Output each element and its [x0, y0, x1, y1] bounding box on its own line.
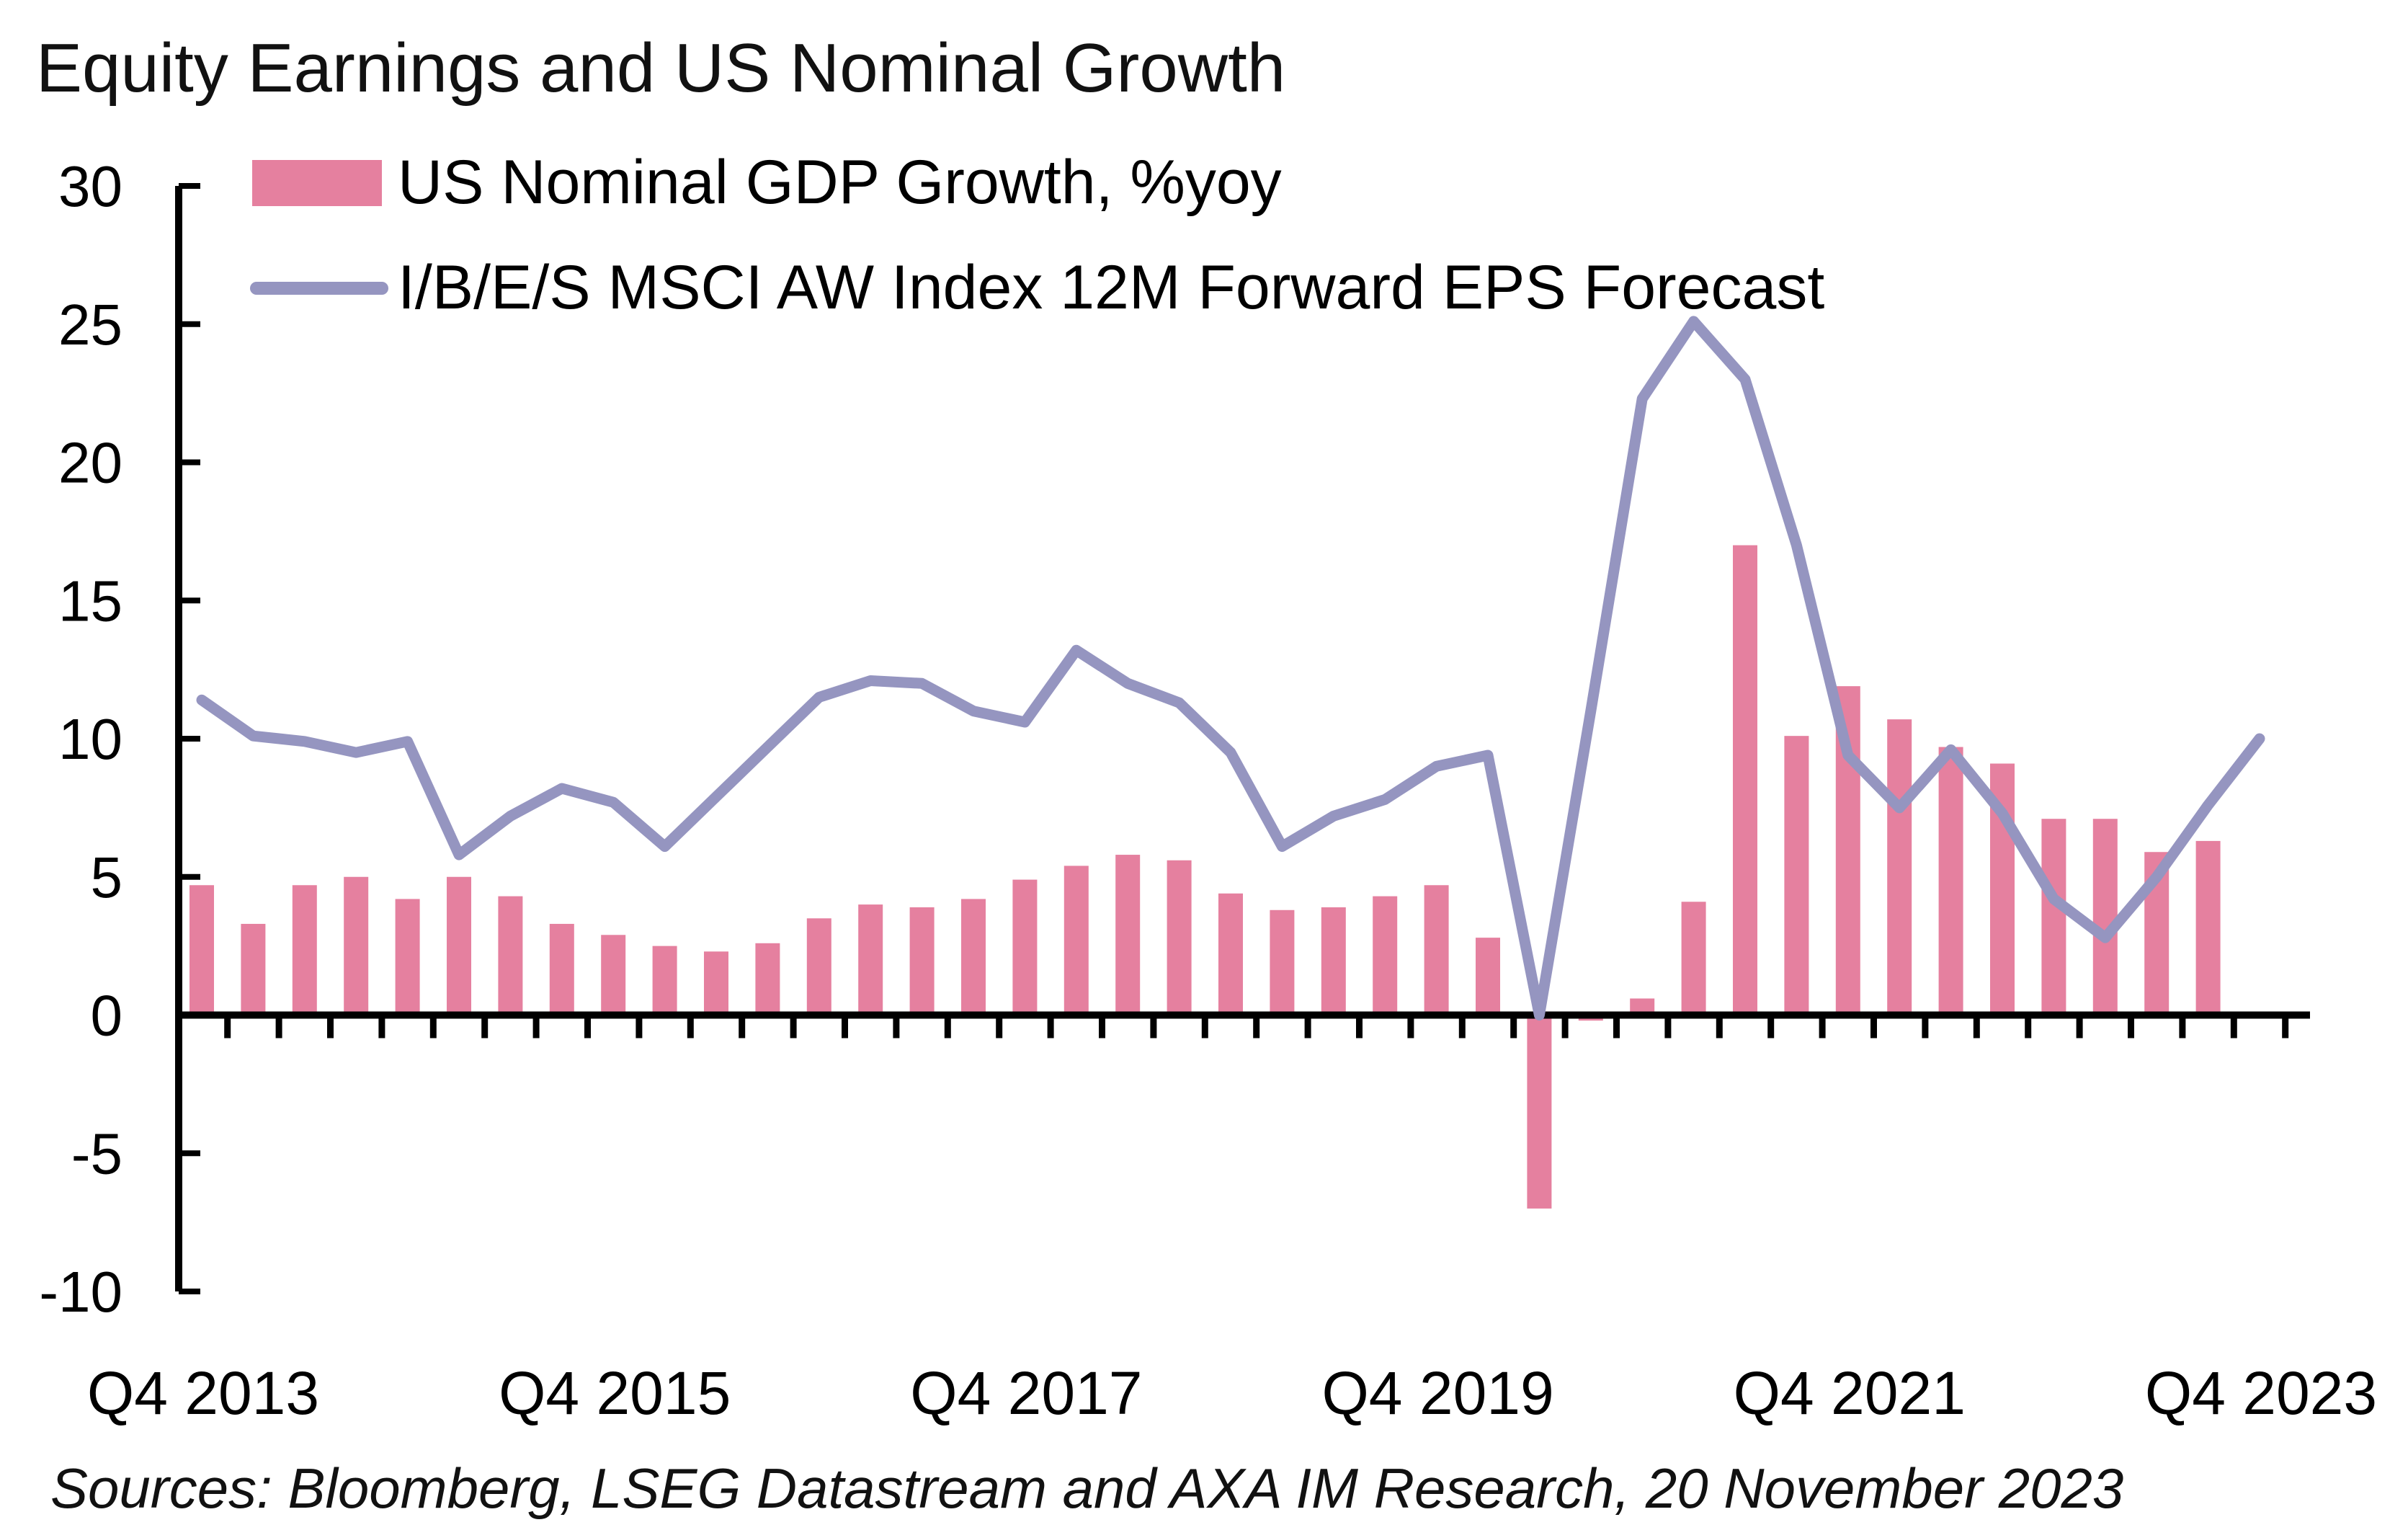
y-tick-label: 15 — [58, 569, 122, 633]
gdp-bar — [1063, 866, 1089, 1015]
gdp-bar — [961, 899, 986, 1015]
gdp-bar — [344, 876, 369, 1015]
y-tick-label: 25 — [58, 293, 122, 357]
gdp-bar — [2041, 819, 2066, 1015]
gdp-bar — [1630, 998, 1655, 1015]
gdp-bar — [2092, 819, 2118, 1015]
gdp-bar — [1424, 885, 1449, 1015]
x-tick-label: Q4 2015 — [499, 1359, 731, 1427]
y-tick-label: 0 — [91, 984, 123, 1048]
y-tick-label: 20 — [58, 431, 122, 495]
axes — [175, 183, 2310, 1294]
gdp-bar — [1733, 545, 1757, 1015]
gdp-bar — [858, 904, 883, 1015]
y-tick-label: -10 — [39, 1260, 122, 1324]
chart-title: Equity Earnings and US Nominal Growth — [36, 30, 1286, 107]
x-tick-label: Q4 2021 — [1734, 1359, 1966, 1427]
legend-swatch-gdp — [252, 160, 382, 206]
y-tick-label: 10 — [58, 707, 122, 771]
x-tick-label: Q4 2013 — [87, 1359, 319, 1427]
y-tick-label: 5 — [91, 845, 123, 909]
x-tick-label: Q4 2019 — [1321, 1359, 1553, 1427]
x-axis-tick-labels: Q4 2013 Q4 2015 Q4 2017 Q4 2019 Q4 2021 Q4 20… — [87, 1359, 2377, 1427]
y-tick-label: 30 — [58, 154, 122, 218]
gdp-bar — [1373, 896, 1398, 1015]
gdp-bar — [395, 899, 420, 1015]
legend-label-eps: I/B/E/S MSCI AW Index 12M Forward EPS Fo… — [398, 253, 1824, 322]
gdp-bar — [1887, 719, 1912, 1015]
gdp-bar — [909, 907, 935, 1015]
gdp-bar — [755, 943, 780, 1015]
x-tick-label: Q4 2017 — [910, 1359, 1142, 1427]
line-series-eps — [196, 316, 2265, 1020]
eps-forecast-line — [196, 316, 2265, 1020]
gdp-bar — [2195, 840, 2221, 1015]
gdp-bar — [601, 935, 626, 1015]
gdp-bar — [1681, 902, 1706, 1015]
gdp-bar — [241, 923, 266, 1015]
gdp-bar — [1270, 909, 1295, 1015]
legend-label-gdp: US Nominal GDP Growth, %yoy — [398, 148, 1282, 217]
source-note: Sources: Bloomberg, LSEG Datastream and … — [50, 1456, 2124, 1520]
gdp-bar — [1218, 893, 1243, 1015]
gdp-bar — [189, 885, 214, 1015]
x-tick-label: Q4 2023 — [2145, 1359, 2377, 1427]
gdp-bar — [1167, 860, 1192, 1015]
gdp-bar — [292, 885, 317, 1015]
gdp-bar — [447, 876, 471, 1015]
gdp-bar — [1012, 879, 1038, 1015]
gdp-bar — [549, 923, 574, 1015]
y-axis-tick-labels: 30 25 20 15 10 5 0 -5 -10 — [39, 154, 122, 1324]
gdp-bar — [498, 896, 523, 1015]
gdp-bar — [704, 951, 728, 1015]
gdp-bar — [1938, 747, 1963, 1015]
gdp-bar — [806, 918, 831, 1015]
bar-series-gdp — [189, 545, 2221, 1209]
gdp-bar — [1115, 855, 1141, 1015]
gdp-bar — [1527, 1015, 1552, 1209]
gdp-bar — [1321, 907, 1346, 1015]
legend: US Nominal GDP Growth, %yoy I/B/E/S MSCI… — [250, 148, 1824, 322]
gdp-bar — [1476, 938, 1500, 1015]
y-tick-label: -5 — [71, 1121, 122, 1186]
gdp-bar — [652, 946, 677, 1015]
gdp-bar — [1784, 736, 1809, 1015]
